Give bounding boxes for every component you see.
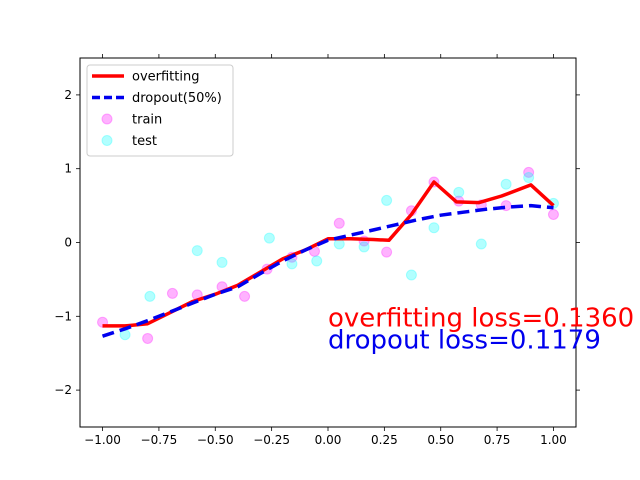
test-point	[358, 241, 370, 253]
test-point	[475, 238, 487, 250]
axes-layer: −1.00 −0.75 −0.50 −0.25 0.00 0.25 0.50 0.75 1.00…	[54, 54, 580, 447]
dropout-50--line	[101, 203, 554, 338]
y-tick-label: 0	[64, 236, 72, 250]
train-point	[523, 166, 535, 178]
test-point	[191, 245, 203, 257]
train-point	[142, 332, 154, 344]
loss-annotation: dropout loss=0.1179	[328, 325, 601, 355]
y-tick-label: 1	[64, 162, 72, 176]
test-point	[428, 222, 440, 234]
legend-label: test	[132, 134, 157, 149]
train-point	[333, 217, 345, 229]
y-tick-label: −2	[54, 383, 72, 397]
legend-marker-swatch	[101, 113, 113, 125]
test-point	[381, 194, 393, 206]
legend-label: train	[132, 113, 162, 128]
x-tick-label: −1.00	[84, 433, 121, 447]
train-point	[381, 246, 393, 258]
test-point	[311, 255, 323, 267]
x-tick-label: −0.25	[253, 433, 290, 447]
test-point	[263, 232, 275, 244]
x-tick-label: 0.25	[371, 433, 398, 447]
test-point	[523, 172, 535, 184]
legend-marker-swatch	[101, 135, 113, 146]
test-point	[453, 186, 465, 198]
x-tick-label: 0.00	[315, 433, 342, 447]
legend: overfitting dropout(50%) train test	[86, 64, 234, 157]
x-tick-label: −0.50	[197, 433, 234, 447]
x-tick-label: 1.00	[540, 433, 567, 447]
train-point	[547, 208, 559, 220]
legend-label: overfitting	[132, 70, 199, 85]
train-point	[239, 290, 251, 302]
test-point	[216, 256, 228, 268]
test-point	[286, 258, 298, 270]
loss-annotation: overfitting loss=0.1360	[328, 303, 634, 333]
train-point	[166, 287, 178, 299]
legend-box	[86, 64, 234, 157]
test-point	[144, 290, 156, 302]
test-point	[405, 269, 417, 281]
legend-label: dropout(50%)	[132, 91, 222, 106]
test-point	[500, 178, 512, 190]
series-layer	[97, 166, 559, 344]
x-tick-label: 0.50	[427, 433, 454, 447]
y-tick-label: −1	[54, 309, 72, 323]
y-tick-label: 2	[64, 88, 72, 102]
x-tick-label: 0.75	[484, 433, 511, 447]
x-tick-label: −0.75	[141, 433, 178, 447]
